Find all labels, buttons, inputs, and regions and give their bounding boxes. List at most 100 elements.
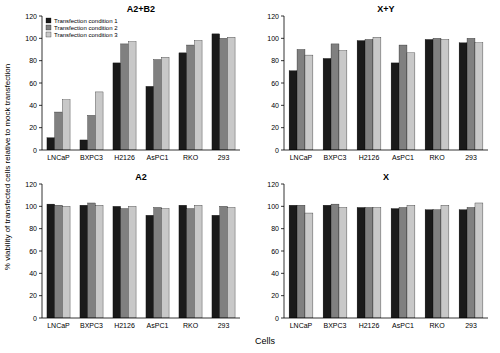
bar [305,213,313,318]
y-tick [281,105,284,106]
legend-label: Transfection condition 2 [54,25,118,31]
bar [121,44,129,150]
x-axis-label: Cells [255,336,276,346]
bar [425,210,433,318]
y-tick-label: 0 [275,315,279,322]
bar [88,115,96,150]
x-tick-label: LNCaP [290,154,313,161]
bar [55,112,63,150]
y-tick [281,251,284,252]
y-tick-label: 20 [271,292,279,299]
bar [62,100,70,150]
x-tick-label: LNCaP [290,322,313,329]
legend-swatch [46,32,51,37]
y-tick [39,184,42,185]
y-tick [281,38,284,39]
y-tick-label: 100 [25,203,37,210]
y-tick-label: 20 [29,124,37,131]
panel: X020406080100120LNCaPBXPC3H2126AsPC1RKO2… [267,172,488,329]
y-tick-label: 20 [271,124,279,131]
bar [80,205,88,318]
x-tick-label: 293 [465,322,477,329]
bar [357,41,365,150]
bar [88,203,96,318]
bar [220,38,228,150]
y-tick [39,105,42,106]
y-tick [39,206,42,207]
x-tick-label: H2126 [114,322,135,329]
bar [459,43,467,150]
bar [399,45,407,150]
bar [399,207,407,318]
bar [467,38,475,150]
y-tick [281,206,284,207]
bar [55,205,63,318]
bar [339,51,347,150]
bar [331,204,339,318]
y-tick-label: 40 [29,270,37,277]
y-tick [39,251,42,252]
y-tick-label: 60 [29,248,37,255]
bar [459,210,467,318]
bars [289,203,483,318]
x-tick-label: BXPC3 [80,322,103,329]
x-tick-label: AsPC1 [147,154,169,161]
y-tick [39,150,42,151]
y-tick-label: 0 [275,147,279,154]
bar [297,50,305,151]
bar [373,207,381,318]
y-tick-label: 120 [267,13,279,20]
title: A2 [135,172,147,182]
panel: A2020406080100120LNCaPBXPC3H2126AsPC1RKO… [25,172,240,329]
bar [357,207,365,318]
y-tick-label: 100 [25,35,37,42]
legend-swatch [46,25,51,30]
y-tick-label: 60 [271,248,279,255]
x-tick-label: H2126 [359,322,380,329]
bar [161,57,169,150]
bar [365,39,373,150]
y-axis [42,16,43,150]
title: X [383,172,389,182]
y-tick [39,16,42,17]
bar [467,207,475,318]
y-tick [39,83,42,84]
y-tick [281,295,284,296]
y-tick-label: 120 [267,181,279,188]
bar [187,45,195,150]
bar [95,205,103,318]
legend-label: Transfection condition 3 [54,32,118,38]
panel: X+Y020406080100120LNCaPBXPC3H2126AsPC1RK… [267,4,488,161]
x-tick-label: 293 [218,322,230,329]
y-tick-label: 80 [29,57,37,64]
y-axis [284,16,285,150]
y-tick-label: 20 [29,292,37,299]
y-tick-label: 0 [33,315,37,322]
bars [289,37,483,150]
bar [179,53,187,150]
y-tick-label: 40 [271,270,279,277]
y-tick [39,228,42,229]
x-tick-label: RKO [183,322,199,329]
y-tick-label: 100 [267,35,279,42]
bar [95,92,103,150]
x-tick-label: RKO [429,322,445,329]
bar [407,205,415,318]
y-axis [284,184,285,318]
bar [323,58,331,150]
y-tick-label: 120 [25,13,37,20]
bar [373,37,381,150]
y-tick [281,318,284,319]
x-tick-label: AsPC1 [392,154,414,161]
y-tick [281,127,284,128]
bar [227,207,235,318]
bar [331,44,339,150]
bar [113,63,121,150]
y-tick [39,127,42,128]
bar [323,205,331,318]
bar [425,39,433,150]
y-tick [281,16,284,17]
x-axis [42,150,240,151]
x-tick-label: RKO [429,154,445,161]
y-tick-label: 80 [271,57,279,64]
